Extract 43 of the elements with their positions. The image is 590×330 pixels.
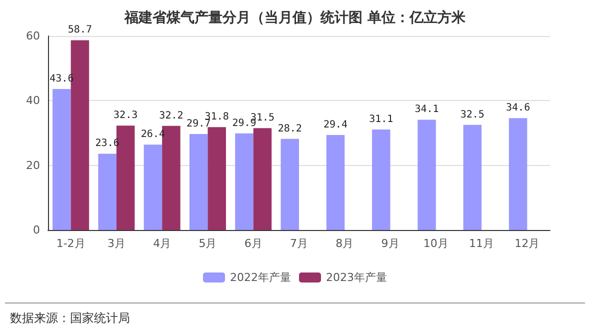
data-label: 58.7: [68, 24, 92, 36]
data-label: 31.1: [369, 114, 394, 125]
bar: [189, 134, 208, 230]
x-tick-label: 1-2月: [56, 237, 86, 250]
bar: [418, 120, 436, 230]
data-label: 28.2: [278, 123, 302, 134]
y-tick-label: 60: [26, 30, 40, 42]
bar: [98, 154, 116, 230]
x-tick-label: 10月: [423, 237, 448, 250]
bar: [208, 127, 226, 230]
x-tick-label: 8月: [336, 237, 354, 250]
y-tick-label: 0: [33, 224, 40, 236]
bar: [235, 133, 254, 230]
data-label: 32.5: [460, 109, 484, 120]
x-tick-label: 11月: [469, 237, 494, 250]
x-tick-label: 9月: [381, 237, 400, 250]
data-label: 34.1: [414, 104, 439, 116]
x-tick-label: 5月: [198, 237, 217, 250]
source-note: 数据来源：国家统计局: [10, 311, 130, 325]
y-tick-label: 40: [26, 94, 40, 108]
x-tick-label: 7月: [290, 237, 308, 250]
bar: [508, 118, 528, 230]
bar: [52, 89, 71, 230]
data-label: 29.7: [186, 118, 211, 130]
bar: [144, 144, 162, 230]
bar: [280, 138, 299, 230]
y-tick-label: 20: [26, 158, 40, 172]
bar: [463, 124, 482, 230]
data-label: 32.3: [114, 110, 138, 122]
data-label: 29.4: [323, 119, 348, 130]
data-label: 34.6: [506, 102, 530, 114]
legend-label: 2022年产量: [230, 271, 292, 284]
x-tick-label: 4月: [153, 237, 172, 250]
data-label: 32.2: [159, 110, 184, 122]
x-tick-label: 12月: [514, 237, 540, 250]
bar: [253, 128, 272, 230]
bar: [326, 134, 345, 230]
bar: [372, 129, 390, 230]
x-tick-label: 3月: [107, 237, 126, 250]
chart-title: 福建省煤气产量分月（当月值）统计图 单位：亿立方米: [124, 9, 466, 26]
legend-label: 2023年产量: [326, 271, 387, 284]
data-label: 29.9: [232, 118, 256, 129]
x-tick-label: 6月: [244, 237, 262, 250]
